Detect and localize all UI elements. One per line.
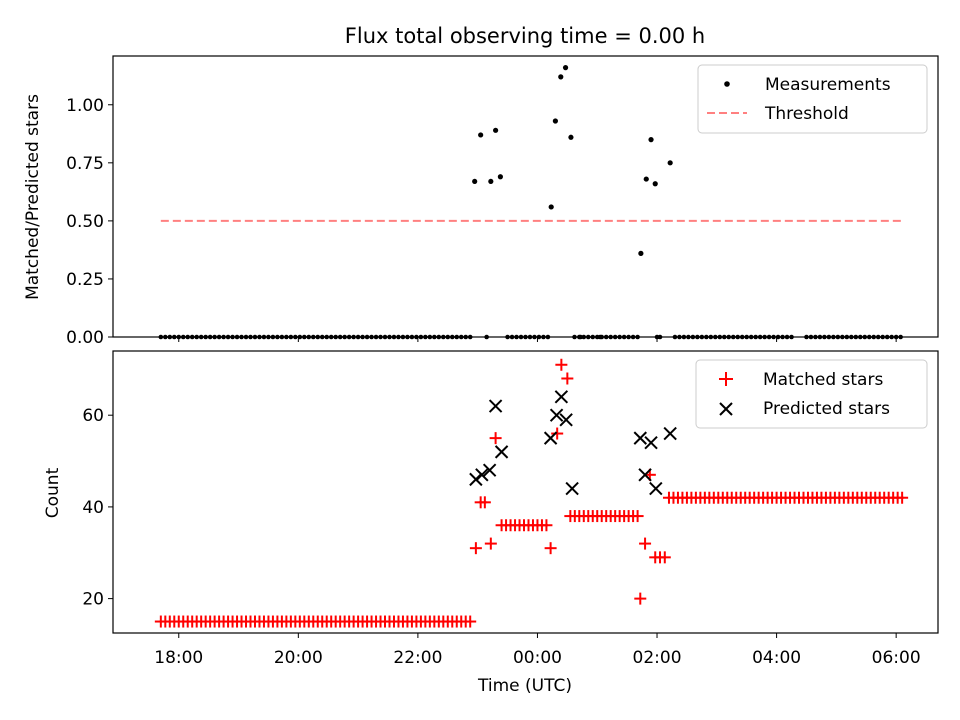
matched-star-marker (540, 519, 553, 532)
bottom-x-tick-label: 22:00 (393, 648, 442, 668)
measurement-point (478, 132, 484, 138)
legend-predicted-marker (719, 402, 733, 416)
predicted-star-marker (494, 445, 509, 459)
measurement-point (472, 178, 478, 185)
bottom-y-tick-label: 60 (82, 406, 104, 426)
top-y-tick-label: 0.50 (66, 212, 104, 232)
chart-title: Flux total observing time = 0.00 h (345, 24, 705, 48)
bottom-x-tick-label: 06:00 (872, 648, 921, 668)
measurement-point (638, 250, 644, 256)
matched-star-marker (489, 432, 502, 445)
matched-star-marker (561, 372, 574, 385)
bottom-panel: 20 40 60 18:00 20:00 22:00 00:00 02:00 04:00 06:0… (43, 350, 939, 696)
matched-star-marker (639, 537, 652, 550)
measurement-point (652, 181, 658, 187)
predicted-star-marker (475, 468, 489, 482)
predicted-star-marker (565, 481, 579, 496)
legend-predicted-label: Predicted stars (763, 399, 890, 419)
top-y-tick-label: 0.75 (66, 154, 104, 174)
matched-star-marker (544, 542, 557, 555)
bottom-legend: Matched stars Predicted stars (695, 359, 928, 429)
bottom-axes-frame (112, 350, 939, 634)
matched-star-marker (464, 615, 477, 628)
matched-star-marker (555, 358, 568, 371)
measurement-point (493, 127, 499, 133)
measurement-point (648, 137, 654, 143)
measurement-point (562, 65, 569, 71)
matched-star-marker (484, 537, 497, 550)
predicted-star-marker (543, 431, 558, 445)
measurement-point (552, 118, 558, 124)
legend-measurements-marker (724, 81, 730, 87)
top-legend-frame (697, 64, 928, 134)
bottom-x-tick-label: 02:00 (633, 648, 682, 668)
predicted-star-marker (554, 390, 569, 404)
measurement-point (667, 160, 673, 166)
predicted-star-marker (638, 468, 652, 482)
legend-measurements-label: Measurements (765, 75, 891, 95)
bottom-legend-frame (695, 359, 928, 429)
top-y-tick-label: 1.00 (66, 96, 104, 116)
bottom-ticks: 20 40 60 18:00 20:00 22:00 00:00 02:00 04:00 06:0… (82, 406, 920, 668)
predicted-star-marker (559, 413, 573, 427)
legend-matched-marker (719, 372, 733, 386)
top-legend: Measurements Threshold (697, 64, 928, 134)
matched-star-marker (896, 491, 909, 504)
top-y-tick-label: 0.25 (66, 270, 104, 290)
top-y-axis-label: Matched/Predicted stars (23, 94, 43, 300)
legend-matched-label: Matched stars (763, 370, 883, 390)
predicted-star-marker (633, 431, 647, 445)
bottom-plot-area (154, 358, 909, 628)
top-y-ticks: 0.00 0.25 0.50 0.75 1.00 (66, 96, 897, 348)
predicted-star-marker (663, 426, 677, 441)
bottom-x-tick-label: 04:00 (752, 648, 801, 668)
measurement-point (568, 134, 574, 140)
measurement-point (488, 178, 494, 185)
predicted-star-marker (644, 436, 658, 450)
top-panel: 0.00 0.25 0.50 0.75 1.00 Matched/Predicted s… (23, 55, 939, 348)
legend-threshold-label: Threshold (764, 104, 849, 124)
measurement-point (558, 74, 564, 80)
matched-star-marker (551, 427, 564, 440)
bottom-x-tick-label: 18:00 (154, 648, 203, 668)
measurement-point (497, 174, 503, 180)
bottom-y-axis-label: Count (43, 467, 63, 518)
bottom-x-tick-label: 00:00 (513, 648, 562, 668)
matched-star-marker (634, 592, 647, 605)
top-plot-area (158, 65, 903, 340)
top-y-tick-label: 0.00 (66, 328, 104, 348)
matched-star-marker (631, 510, 644, 523)
matched-star-marker (469, 542, 482, 555)
matched-star-marker (478, 496, 491, 509)
predicted-star-marker (649, 481, 663, 496)
bottom-y-tick-label: 40 (82, 498, 104, 518)
predicted-star-marker (549, 408, 564, 422)
predicted-star-marker (482, 463, 497, 477)
x-axis-label: Time (UTC) (477, 676, 572, 696)
measurement-point (643, 176, 649, 182)
bottom-x-tick-label: 20:00 (274, 648, 323, 668)
predicted-star-marker (488, 399, 503, 413)
top-axes-frame (112, 55, 939, 338)
bottom-y-tick-label: 20 (82, 590, 104, 610)
matched-star-marker (658, 551, 671, 564)
measurement-point (548, 204, 554, 210)
